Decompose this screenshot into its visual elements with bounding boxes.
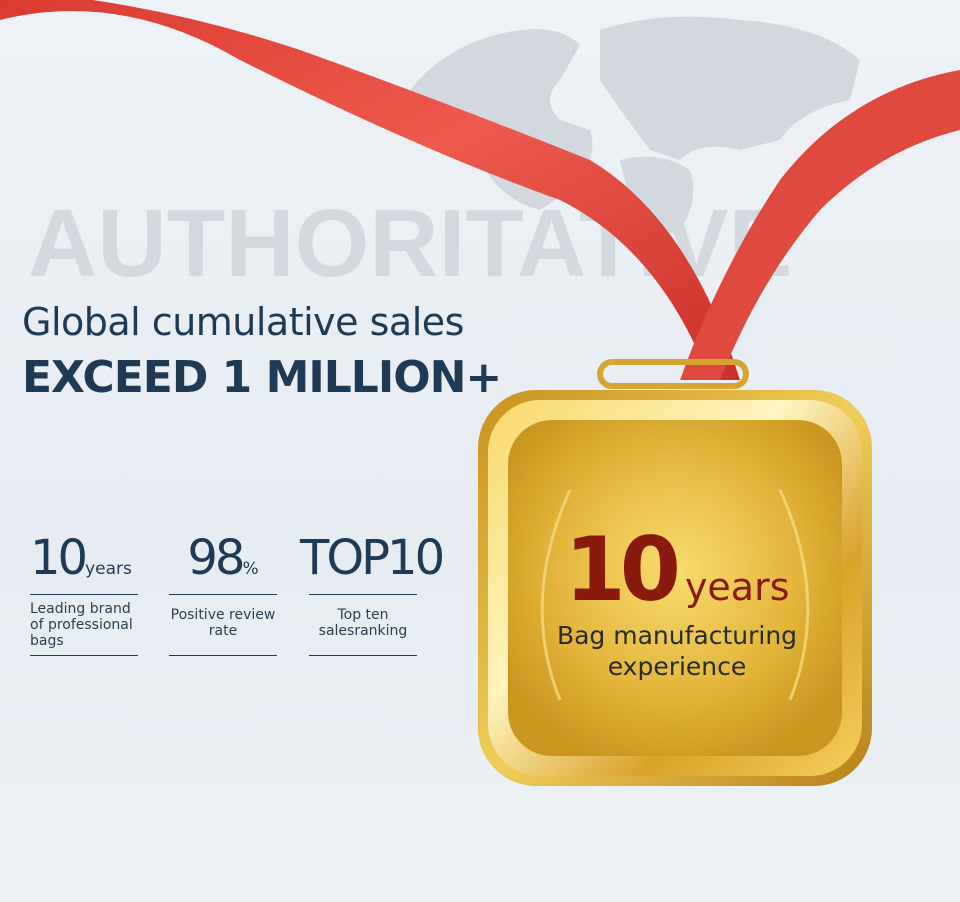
stat-review: 98% Positive review rate	[169, 530, 277, 656]
medal-unit: years	[684, 565, 790, 609]
stat-description: Leading brand of professional bags	[30, 601, 133, 649]
medal-line1: Bag manufacturing	[556, 621, 798, 650]
stat-value: 98	[187, 530, 245, 586]
headline-line1: Global cumulative sales	[22, 300, 464, 344]
stat-top10: TOP10 Top ten salesranking	[300, 530, 445, 656]
medal-number: 10	[564, 518, 680, 621]
stat-description: Positive review rate	[170, 607, 276, 639]
divider	[169, 594, 277, 595]
medal-line2: experience	[607, 652, 747, 681]
divider	[30, 655, 138, 656]
divider	[30, 594, 138, 595]
stat-unit: years	[85, 559, 132, 579]
stat-value: TOP10	[300, 530, 445, 586]
divider	[169, 655, 277, 656]
medal-text: 10 years Bag manufacturing experience	[520, 520, 834, 682]
divider	[309, 594, 417, 595]
stat-value: 10	[30, 530, 88, 586]
stat-years: 10years Leading brand of professional ba…	[30, 530, 138, 656]
stat-description: Top ten salesranking	[318, 607, 408, 639]
stat-unit: %	[242, 559, 259, 579]
headline-line2: EXCEED 1 MILLION+	[22, 352, 502, 403]
divider	[309, 655, 417, 656]
